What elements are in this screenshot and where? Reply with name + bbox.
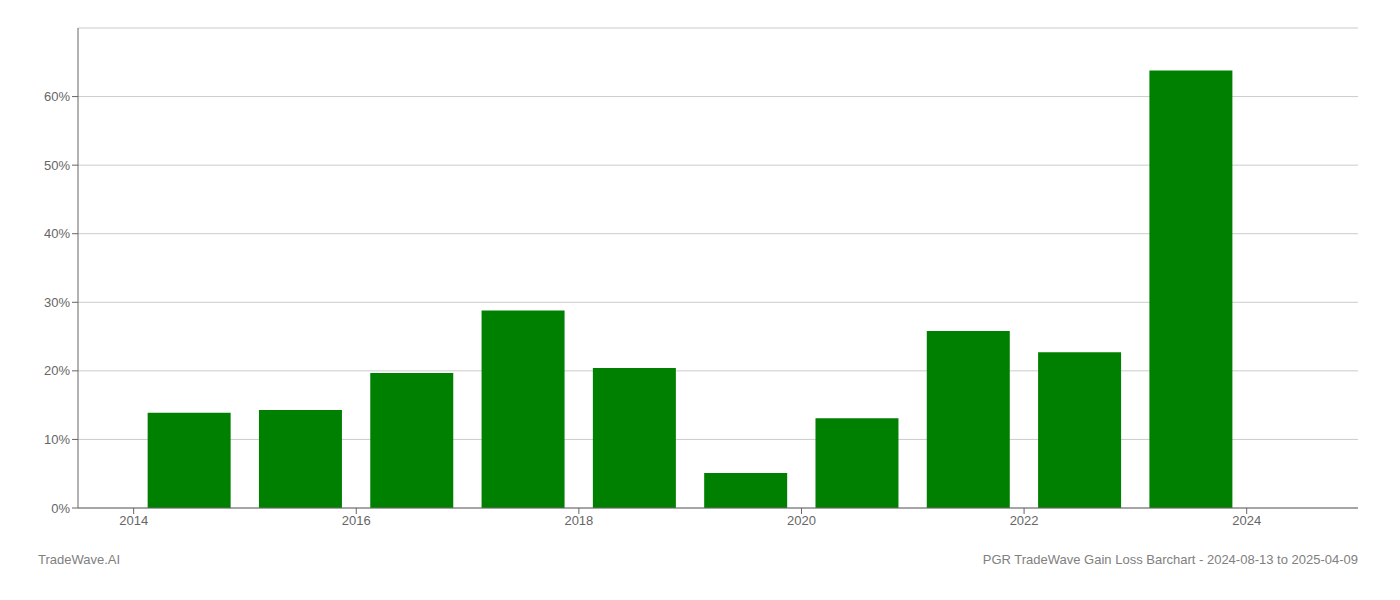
svg-text:20%: 20% <box>44 363 70 378</box>
html-text:PGR TradeWave Gain Loss Barcha: PGR TradeWave Gain Loss Barchart - 2024-… <box>982 552 1358 567</box>
svg-text:2018: 2018 <box>564 513 593 528</box>
svg-text:50%: 50% <box>44 158 70 173</box>
svg-text:60%: 60% <box>44 89 70 104</box>
svg-text:2014: 2014 <box>119 513 148 528</box>
svg-text:0%: 0% <box>51 501 70 516</box>
svg-text:40%: 40% <box>44 226 70 241</box>
svg-text:2024: 2024 <box>1232 513 1261 528</box>
html-text:TradeWave.AI: TradeWave.AI <box>38 552 121 567</box>
svg-text:2022: 2022 <box>1010 513 1039 528</box>
svg-text:2016: 2016 <box>342 513 371 528</box>
svg-text:10%: 10% <box>44 432 70 447</box>
svg-text:2020: 2020 <box>787 513 816 528</box>
svg-text:30%: 30% <box>44 295 70 310</box>
